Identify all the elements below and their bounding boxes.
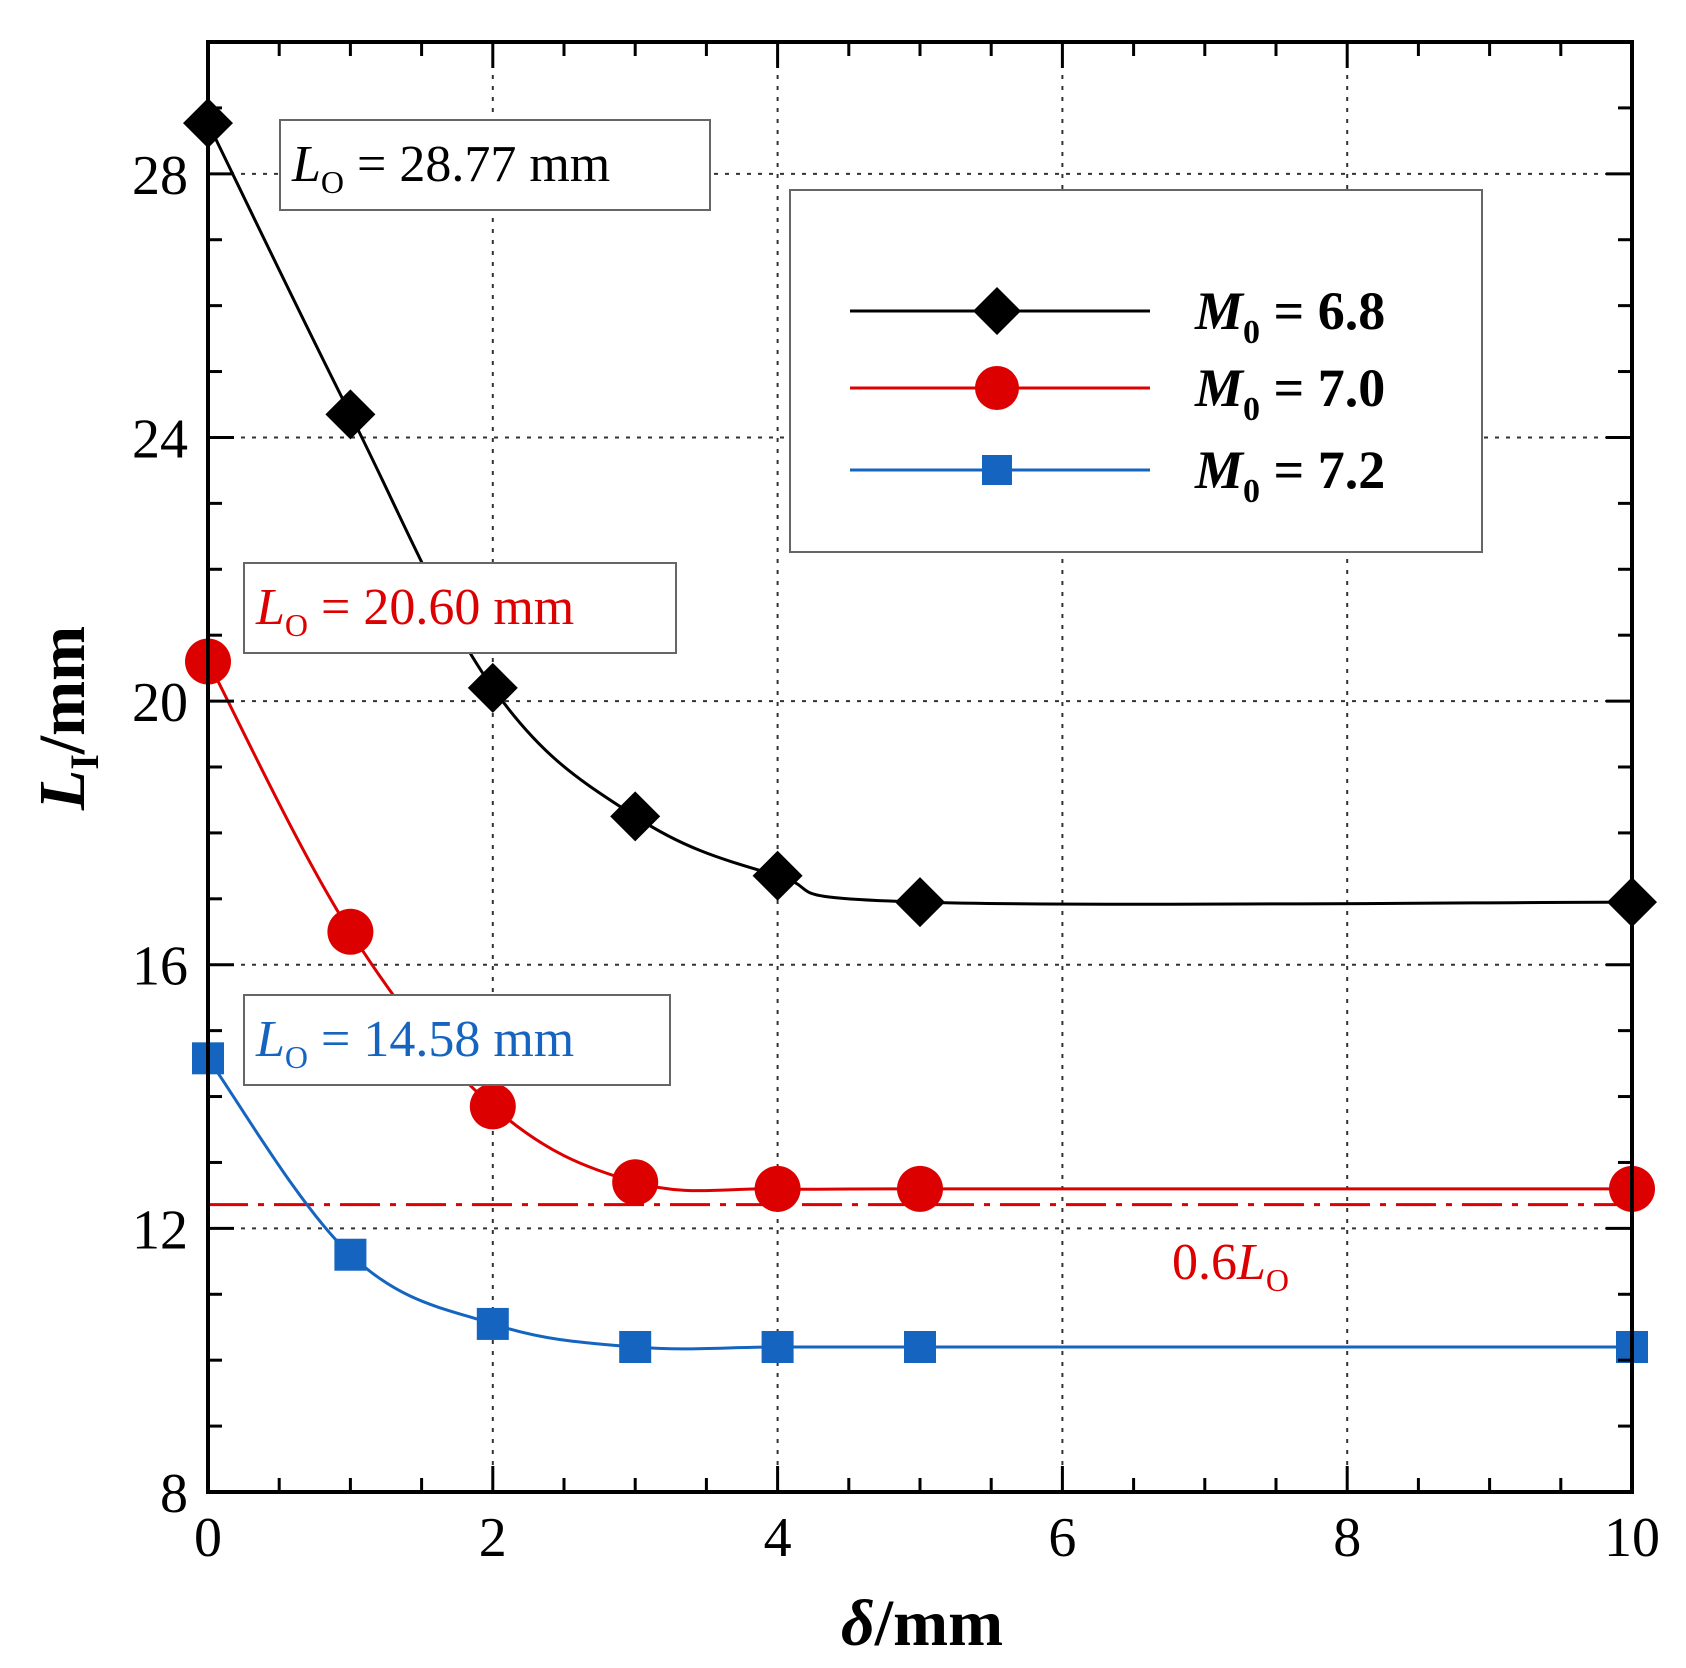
y-axis-label-unit: /mm <box>26 626 99 755</box>
annotation-subscript: O <box>321 164 344 200</box>
data-point-diamond <box>325 389 376 440</box>
legend-entry-m0-6-8: M0 = 6.8 <box>850 281 1385 351</box>
legend-entry-m0-7-0: M0 = 7.0 <box>850 358 1385 428</box>
data-point-square <box>334 1238 367 1271</box>
y-tick-label: 28 <box>132 145 188 207</box>
x-tick-label: 10 <box>1604 1507 1660 1569</box>
annotation-subscript: O <box>285 607 308 643</box>
x-tick-label: 2 <box>479 1507 507 1569</box>
data-point-square <box>904 1331 936 1363</box>
y-axis-label: LI/mm <box>26 626 107 811</box>
annotation-lo-7-2: LO = 14.58 mm <box>243 994 671 1086</box>
data-point-square <box>619 1331 652 1363</box>
y-tick-label: 8 <box>160 1463 188 1525</box>
annotation-lo-7-0: LO = 20.60 mm <box>243 562 677 654</box>
y-axis-label-symbol: L <box>26 770 99 811</box>
y-axis-label-subscript: I <box>62 754 107 770</box>
data-point-circle <box>469 1083 516 1130</box>
plot-frame <box>206 40 1634 1494</box>
x-tick-label: 0 <box>194 1507 222 1569</box>
data-point-diamond <box>467 662 518 713</box>
data-point-diamond <box>610 791 661 842</box>
annotation-box <box>243 994 671 1086</box>
reference-line-label-symbol: L <box>1236 1234 1266 1291</box>
legend-label-subscript: 0 <box>1243 473 1260 510</box>
legend-label: M0 = 6.8 <box>1194 281 1385 351</box>
data-point-circle <box>897 1165 943 1212</box>
series-diamond <box>183 98 1657 928</box>
data-point-diamond <box>752 850 803 901</box>
legend-label-value: = 7.0 <box>1260 358 1385 418</box>
annotation-symbol: L <box>255 579 285 636</box>
data-point-diamond <box>895 877 945 928</box>
annotation-box <box>243 562 677 654</box>
annotation-symbol: L <box>255 1011 285 1068</box>
annotation-value: = 20.60 mm <box>308 579 574 636</box>
legend-label-symbol: M <box>1194 281 1245 341</box>
legend-label-value: = 6.8 <box>1260 281 1385 341</box>
reference-line-label-prefix: 0.6 <box>1172 1234 1237 1291</box>
legend-marker-square <box>982 455 1012 485</box>
data-point-circle <box>612 1159 659 1206</box>
annotation-box <box>279 119 711 211</box>
annotation-symbol: L <box>291 136 321 193</box>
y-tick-label: 20 <box>132 672 188 734</box>
legend-label-symbol: M <box>1194 358 1245 418</box>
annotation-text: LO = 28.77 mm <box>291 136 610 200</box>
data-point-circle <box>754 1165 801 1212</box>
legend-entry-m0-7-2: M0 = 7.2 <box>850 440 1385 510</box>
legend-label-value: = 7.2 <box>1260 440 1385 500</box>
annotation-value: = 14.58 mm <box>308 1011 574 1068</box>
data-point-circle <box>327 908 374 955</box>
legend-marker-circle <box>975 366 1019 410</box>
legend: M0 = 6.8 M0 = 7.0 M0 = 7.2 <box>789 189 1483 553</box>
annotation-text: LO = 14.58 mm <box>255 1011 574 1075</box>
y-tick-label: 24 <box>132 408 188 470</box>
annotation-lo-6-8: LO = 28.77 mm <box>279 119 711 211</box>
legend-label: M0 = 7.2 <box>1194 440 1385 510</box>
y-tick-label: 12 <box>132 1199 188 1261</box>
annotation-text: LO = 20.60 mm <box>255 579 574 643</box>
reference-line-label-subscript: O <box>1266 1262 1289 1298</box>
legend-label-symbol: M <box>1194 440 1245 500</box>
x-tick-label: 4 <box>764 1507 792 1569</box>
legend-box <box>789 189 1483 553</box>
legend-label-subscript: 0 <box>1243 391 1260 428</box>
x-tick-label: 6 <box>1048 1507 1076 1569</box>
y-tick-label: 16 <box>132 936 188 998</box>
legend-label-subscript: 0 <box>1243 314 1260 351</box>
legend-label: M0 = 7.0 <box>1194 358 1385 428</box>
legend-marker-diamond <box>973 287 1021 335</box>
x-axis-label: δ/mm <box>841 1587 1003 1660</box>
annotation-value: = 28.77 mm <box>344 136 610 193</box>
data-point-square <box>761 1331 794 1363</box>
reference-line-label: 0.6LO <box>1172 1234 1289 1298</box>
annotation-subscript: O <box>285 1039 308 1075</box>
data-point-square <box>476 1307 509 1340</box>
x-tick-label: 8 <box>1333 1507 1361 1569</box>
x-axis-label-unit: /mm <box>874 1587 1003 1660</box>
x-axis-label-symbol: δ <box>841 1587 875 1660</box>
